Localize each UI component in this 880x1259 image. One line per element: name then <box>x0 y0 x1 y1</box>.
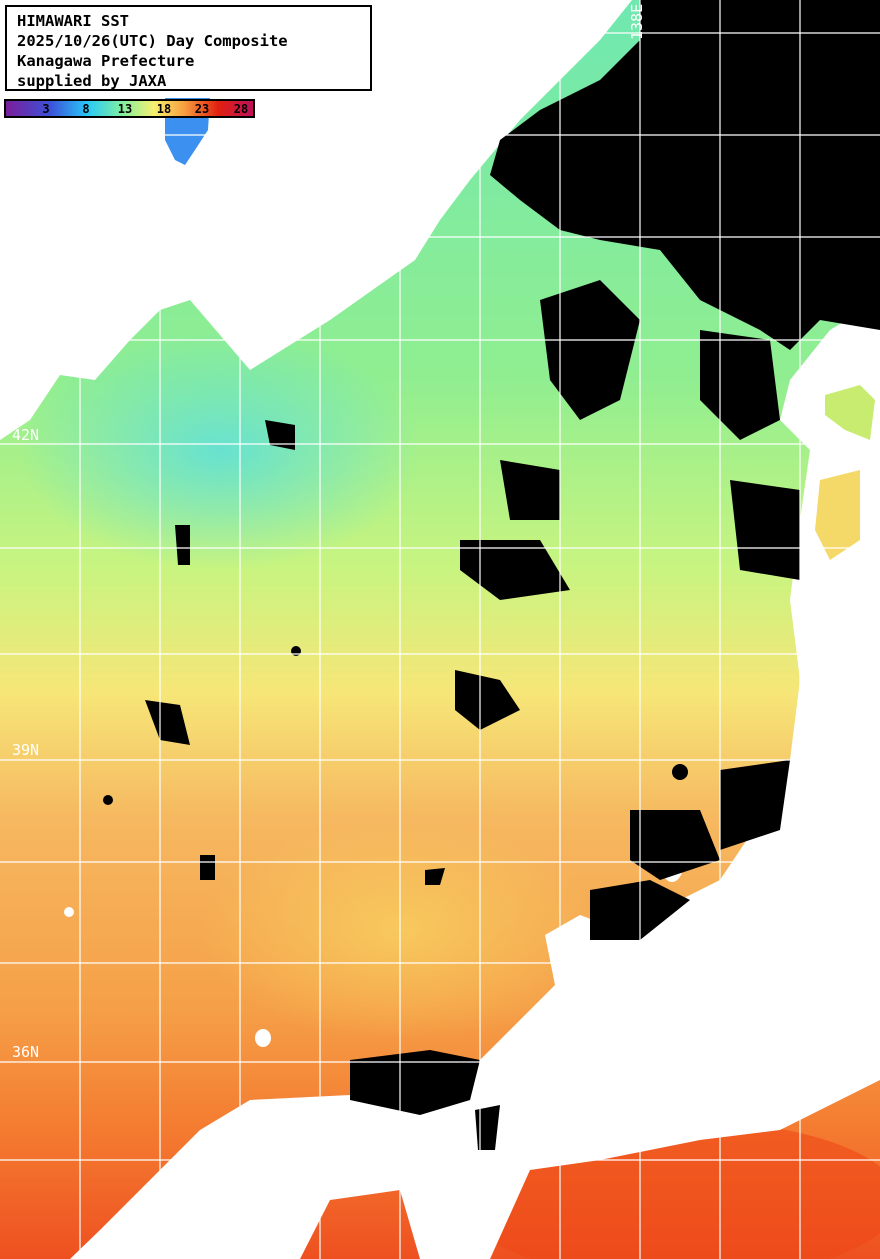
colorbar-tick: 8 <box>82 102 90 116</box>
lon-label-138e: 138E <box>628 3 646 40</box>
title-box: HIMAWARI SST 2025/10/26(UTC) Day Composi… <box>5 5 372 91</box>
colorbar-tick: 28 <box>233 102 249 116</box>
island <box>64 907 74 917</box>
date-line: 2025/10/26(UTC) Day Composite <box>17 32 288 50</box>
sado-island-sea <box>825 385 875 440</box>
temperature-colorbar: 3 8 13 18 23 28 <box>4 99 255 118</box>
colorbar-tick: 3 <box>42 102 50 116</box>
land-honshu <box>70 300 880 1259</box>
island <box>255 1029 271 1047</box>
title: HIMAWARI SST <box>17 12 129 30</box>
colorbar-tick: 13 <box>117 102 133 116</box>
lat-label-36n: 36N <box>12 1043 40 1061</box>
colorbar-tick: 23 <box>194 102 210 116</box>
coastal-bay-sea <box>815 470 860 560</box>
region-label: Kanagawa Prefecture <box>17 52 195 70</box>
lat-label-42n: 42N <box>12 426 40 444</box>
lat-label-39n: 39N <box>12 741 40 759</box>
credit-label: supplied by JAXA <box>17 72 167 90</box>
colorbar-tick: 18 <box>156 102 172 116</box>
